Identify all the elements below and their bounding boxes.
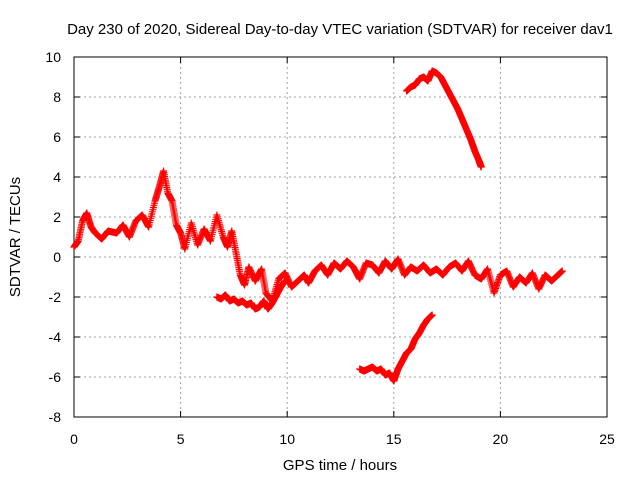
axis-ticks	[73, 56, 608, 418]
x-tick-labels: 0 5 10 15 20 25	[70, 431, 615, 447]
y-tick-label: -2	[49, 289, 62, 305]
y-tick-labels: -8 -6 -4 -2 0 2 4 6 8 10	[45, 49, 61, 425]
data-point	[428, 311, 436, 319]
series-1	[213, 277, 289, 313]
x-tick-label: 0	[70, 431, 78, 447]
data-series	[70, 67, 566, 385]
y-tick-label: 0	[53, 249, 61, 265]
grid-lines	[74, 57, 607, 417]
y-tick-label: 4	[53, 169, 61, 185]
series-3	[403, 67, 485, 171]
y-tick-label: -6	[49, 369, 62, 385]
data-point	[477, 163, 485, 171]
chart-title: Day 230 of 2020, Sidereal Day-to-day VTE…	[67, 21, 613, 38]
plot-frame	[73, 56, 608, 418]
y-tick-label: -4	[49, 329, 62, 345]
y-tick-label: 6	[53, 129, 61, 145]
x-tick-label: 25	[599, 431, 615, 447]
y-tick-label: 2	[53, 209, 61, 225]
data-point	[558, 267, 566, 275]
x-tick-label: 15	[386, 431, 402, 447]
y-tick-label: 8	[53, 89, 61, 105]
series-0	[70, 167, 566, 305]
x-axis-label: GPS time / hours	[283, 457, 397, 474]
x-tick-label: 5	[177, 431, 185, 447]
x-tick-label: 10	[279, 431, 295, 447]
x-tick-label: 20	[493, 431, 509, 447]
data-point	[281, 277, 289, 285]
series-2	[356, 311, 436, 385]
y-tick-label: 10	[45, 49, 61, 65]
y-axis-label: SDTVAR / TECUs	[7, 177, 24, 297]
y-tick-label: -8	[49, 409, 62, 425]
